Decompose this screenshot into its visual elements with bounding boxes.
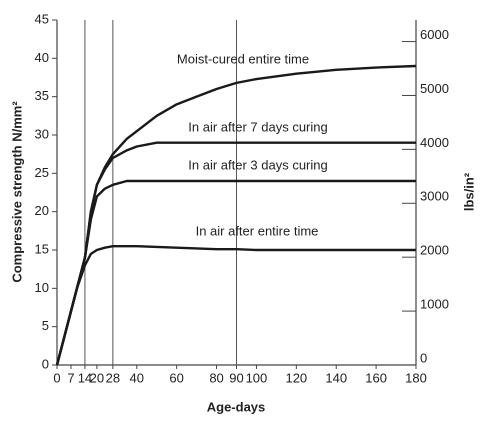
series-label: Moist-cured entire time — [177, 51, 309, 66]
x-tick-label: 40 — [130, 370, 144, 385]
series-label: In air after entire time — [196, 223, 319, 238]
x-tick-label: 140 — [325, 370, 347, 385]
y2-tick-label: 6000 — [420, 27, 449, 42]
y-tick-label: 45 — [35, 11, 49, 26]
y-tick-label: 5 — [42, 318, 49, 333]
y2-tick-label: 3000 — [420, 189, 449, 204]
y2-tick-label: 4000 — [420, 135, 449, 150]
y-tick-label: 25 — [35, 165, 49, 180]
x-tick-label: 28 — [106, 370, 120, 385]
series-line — [55, 244, 416, 366]
y-axis-title: Compressive strength N/mm² — [9, 101, 24, 283]
x-tick-label: 180 — [405, 370, 427, 385]
x-tick-label: 7 — [67, 370, 74, 385]
y-tick-label: 10 — [35, 280, 49, 295]
y-tick-label: 40 — [35, 50, 49, 65]
series-label: In air after 3 days curing — [188, 157, 327, 172]
y-tick-label: 20 — [35, 203, 49, 218]
y-tick-label: 15 — [35, 241, 49, 256]
x-tick-label: 14 — [78, 370, 92, 385]
y2-tick-label: 5000 — [420, 81, 449, 96]
y2-axis-title: lbs/in² — [461, 172, 476, 211]
y2-tick-label: 1000 — [420, 297, 449, 312]
x-tick-label: 20 — [90, 370, 104, 385]
y2-tick-label: 2000 — [420, 243, 449, 258]
y-tick-label: 0 — [42, 356, 49, 371]
x-tick-label: 100 — [246, 370, 268, 385]
x-tick-label: 160 — [365, 370, 387, 385]
x-tick-label: 0 — [53, 370, 60, 385]
x-tick-label: 80 — [209, 370, 223, 385]
x-tick-label: 120 — [285, 370, 307, 385]
x-tick-label: 90 — [229, 370, 243, 385]
x-axis-title: Age-days — [207, 399, 266, 414]
x-tick-label: 60 — [169, 370, 183, 385]
y2-tick-label: 0 — [420, 350, 427, 365]
y-tick-label: 35 — [35, 88, 49, 103]
series-label: In air after 7 days curing — [188, 119, 327, 134]
y-tick-label: 30 — [35, 126, 49, 141]
